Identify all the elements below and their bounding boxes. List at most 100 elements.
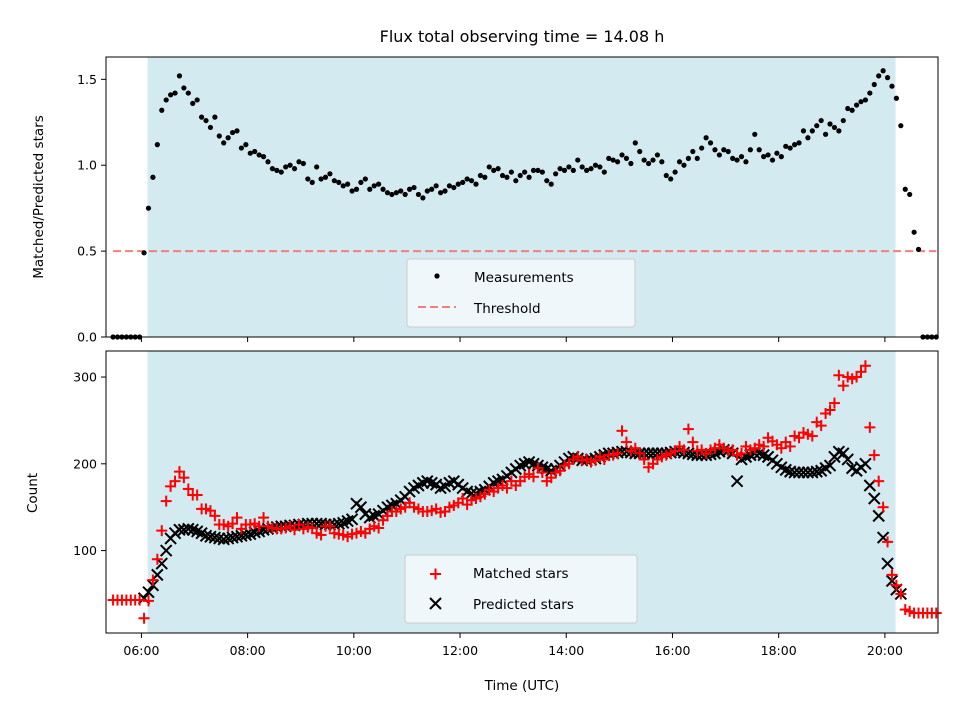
top-y-ticks: 0.0 0.5 1.0 1.5 (77, 72, 106, 345)
measurement-point (840, 117, 846, 124)
x-tick-label: 08:00 (230, 643, 266, 658)
chart-title: Flux total observing time = 14.08 h (380, 27, 665, 46)
measurement-point (345, 181, 351, 187)
predicted-point-stroke (823, 459, 837, 472)
matched-point (930, 607, 942, 619)
measurement-point (150, 174, 156, 180)
measurement-point (694, 155, 700, 161)
measurement-point (499, 172, 506, 179)
measurement-point (915, 246, 922, 252)
measurement-point (707, 140, 714, 146)
measurement-point (252, 148, 258, 155)
measurement-point (606, 155, 612, 161)
measurement-point (871, 81, 877, 88)
measurement-point (800, 128, 807, 134)
measurement-point (769, 157, 776, 163)
matched-point (457, 493, 469, 505)
measurement-point (212, 114, 218, 120)
predicted-point-stroke (177, 523, 191, 536)
measurement-point (389, 191, 395, 198)
legend-threshold-label: Threshold (473, 301, 541, 317)
measurement-point (504, 174, 510, 180)
matched-point (536, 466, 548, 478)
measurement-point (318, 176, 324, 182)
measurement-point (508, 169, 514, 175)
measurement-point (269, 166, 275, 172)
measurement-point (681, 162, 687, 168)
legend-predicted-marker (429, 597, 442, 610)
predicted-point-stroke (425, 476, 438, 490)
measurement-point (336, 179, 342, 185)
measurement-point (163, 97, 169, 103)
measurement-point (588, 166, 594, 172)
measurement-point (327, 171, 333, 177)
measurement-point (570, 167, 576, 173)
predicted-point-stroke (142, 586, 155, 599)
matched-point (151, 553, 163, 565)
measurement-point (367, 186, 373, 192)
matched-point (736, 447, 748, 459)
measurement-point (734, 157, 740, 163)
measurement-point (774, 150, 780, 156)
measurement-point (429, 186, 435, 192)
measurement-point (645, 160, 652, 167)
predicted-point-stroke (885, 574, 899, 588)
measurement-point (778, 154, 784, 160)
x-tick-label: 12:00 (442, 643, 478, 658)
measurement-point (831, 124, 838, 131)
predicted-point (345, 513, 359, 526)
predicted-point-stroke (810, 465, 823, 478)
x-tick-label: 14:00 (548, 643, 584, 658)
bottom-y-tick-label: 300 (73, 370, 97, 385)
measurement-point (818, 117, 824, 124)
x-tick-label: 16:00 (654, 643, 690, 658)
bottom-y-ticks: 100 200 300 (73, 370, 106, 558)
measurement-point (690, 148, 696, 155)
predicted-point-stroke (182, 522, 195, 536)
measurement-point (610, 157, 616, 163)
predicted-point-stroke (522, 455, 536, 469)
measurement-point (858, 99, 864, 105)
measurement-point (911, 229, 917, 235)
predicted-point-stroke (354, 500, 368, 514)
measurement-point (495, 166, 501, 172)
matched-point (373, 522, 385, 534)
matched-point (828, 397, 840, 409)
measurement-point (902, 186, 908, 192)
matched-point (678, 444, 690, 456)
measurement-point (283, 164, 289, 170)
measurement-point (584, 167, 590, 173)
measurement-point (619, 152, 625, 158)
legend-measurements-marker (434, 273, 440, 279)
predicted-point-stroke (195, 527, 208, 540)
predicted-point (841, 453, 854, 466)
measurement-point (322, 174, 329, 180)
matched-point (890, 579, 902, 591)
predicted-point-stroke (235, 529, 248, 543)
measurement-point (380, 186, 386, 192)
measurement-point (884, 75, 891, 81)
measurement-point (867, 90, 873, 96)
matched-point (855, 366, 867, 378)
measurement-point (198, 114, 205, 120)
predicted-point (177, 523, 191, 536)
matched-point (824, 404, 836, 416)
matched-point (882, 536, 894, 548)
measurement-point (482, 174, 488, 180)
measurement-point (743, 159, 749, 165)
matched-point (864, 421, 876, 433)
top-x-ticks (140, 337, 886, 342)
measurement-point (685, 155, 692, 161)
measurement-point (181, 85, 187, 91)
measurement-point (309, 179, 315, 185)
measurement-point (623, 155, 630, 161)
measurement-point (730, 155, 736, 161)
matched-point (616, 425, 628, 437)
measurement-point (650, 157, 656, 163)
measurement-point (628, 160, 634, 167)
measurement-point (526, 174, 532, 180)
measurement-point (853, 102, 860, 108)
measurement-point (154, 142, 160, 148)
top-y-tick-label: 1.0 (77, 158, 97, 173)
